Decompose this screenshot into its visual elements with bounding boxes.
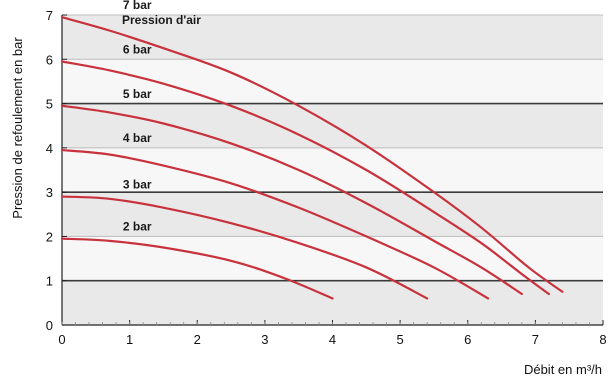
x-tick-label: 7 [532, 332, 539, 347]
y-tick-label: 2 [46, 229, 53, 244]
x-tick-label: 6 [464, 332, 471, 347]
y-axis-title: Pression de refoulement en bar [10, 37, 25, 219]
x-tick-label: 2 [194, 332, 201, 347]
x-tick-label: 5 [397, 332, 404, 347]
y-tick-label: 4 [46, 141, 53, 156]
background-band [62, 280, 603, 325]
y-tick-label: 3 [46, 185, 53, 200]
curve-label: 3 bar [123, 178, 152, 192]
x-tick-label: 0 [58, 332, 65, 347]
y-tick-label: 6 [46, 52, 53, 67]
pump-curve [60, 16, 564, 293]
background-band [62, 192, 603, 237]
gridlines [62, 14, 603, 282]
background-band [62, 236, 603, 281]
x-tick-label: 8 [599, 332, 606, 347]
background-band [62, 15, 603, 60]
curve-label: 7 bar [123, 0, 152, 12]
x-axis-ticks: 0 1 2 3 4 5 6 7 8 [58, 320, 607, 347]
y-tick-label: 7 [46, 8, 53, 23]
pump-curve [60, 104, 523, 296]
curve-label: 4 bar [123, 131, 152, 145]
x-tick-label: 4 [329, 332, 336, 347]
y-tick-label: 5 [46, 97, 53, 112]
x-axis-title: Débit en m³/h [524, 362, 602, 377]
y-tick-label: 0 [46, 318, 53, 333]
pump-curves [60, 16, 564, 300]
pump-curve [60, 148, 490, 300]
legend-title: Pression d'air [122, 13, 201, 27]
x-tick-label: 3 [261, 332, 268, 347]
curve-label: 5 bar [123, 87, 152, 101]
curve-label: 6 bar [123, 43, 152, 57]
curve-label: 2 bar [123, 220, 152, 234]
background-bands [62, 15, 603, 325]
curve-labels: 7 bar 6 bar 5 bar 4 bar 3 bar 2 bar [123, 0, 152, 234]
pump-curve [60, 195, 429, 300]
x-tick-label: 1 [126, 332, 133, 347]
y-tick-label: 1 [46, 274, 53, 289]
pump-curve [60, 60, 550, 296]
pump-curve [60, 237, 334, 300]
y-axis-ticks: 0 1 2 3 4 5 6 7 [46, 8, 67, 333]
